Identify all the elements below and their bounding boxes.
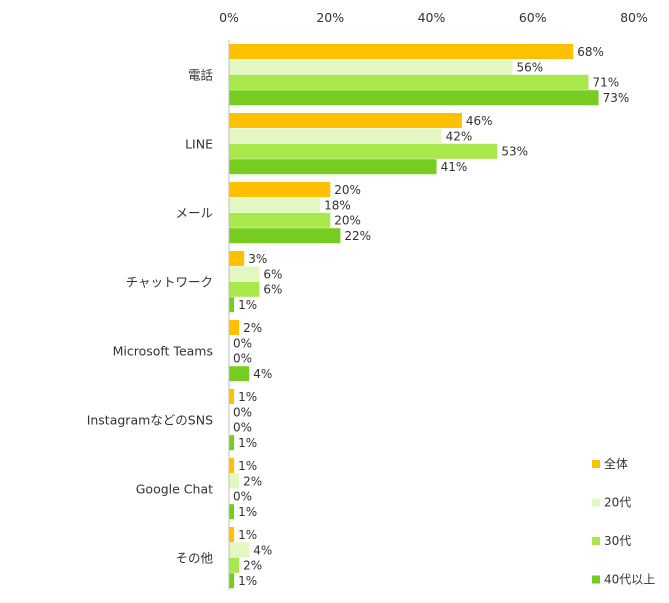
bar: [229, 473, 240, 489]
legend: 全体 20代 30代 40代以上: [592, 456, 655, 587]
bar: [229, 320, 240, 335]
bar: [229, 366, 250, 382]
bar: [229, 74, 589, 90]
data-label: 1%: [238, 390, 257, 404]
legend-label: 20代: [604, 496, 631, 510]
bar: [229, 557, 240, 573]
x-tick-label: 0%: [219, 10, 239, 25]
bar: [229, 281, 260, 297]
data-label: 4%: [253, 543, 272, 557]
bar: [229, 389, 235, 404]
bar: [229, 212, 331, 228]
category-label: LINE: [185, 136, 213, 151]
legend-swatch: [592, 537, 600, 545]
data-label: 42%: [446, 129, 473, 143]
data-label: 2%: [243, 321, 262, 335]
data-label: 3%: [248, 252, 267, 266]
data-label: 53%: [501, 145, 528, 159]
bar: [229, 527, 235, 542]
bar: [229, 251, 245, 266]
data-label: 18%: [324, 198, 351, 212]
data-label: 1%: [238, 298, 257, 312]
x-tick-label: 40%: [418, 10, 446, 25]
bar: [229, 143, 498, 159]
legend-swatch: [592, 460, 600, 468]
bar: [229, 90, 599, 106]
bar: [229, 197, 321, 213]
bar: [229, 59, 513, 75]
bar: [229, 573, 235, 589]
x-tick-label: 20%: [316, 10, 344, 25]
data-label: 6%: [263, 267, 282, 281]
data-label: 41%: [441, 160, 468, 174]
category-label: InstagramなどのSNS: [87, 412, 213, 427]
data-label: 1%: [238, 574, 257, 588]
legend-swatch: [592, 575, 600, 584]
category-label: チャットワーク: [126, 274, 213, 289]
legend-label: 40代以上: [604, 573, 655, 587]
data-label: 56%: [517, 60, 544, 74]
data-label: 20%: [334, 183, 361, 197]
data-label: 1%: [238, 528, 257, 542]
data-label: 4%: [253, 367, 272, 381]
data-label: 0%: [233, 490, 252, 504]
x-tick-label: 80%: [620, 10, 648, 25]
data-label: 68%: [577, 45, 604, 59]
data-label: 22%: [344, 229, 371, 243]
x-tick-label: 60%: [519, 10, 547, 25]
data-label: 0%: [233, 352, 252, 366]
data-label: 0%: [233, 421, 252, 435]
legend-swatch: [592, 498, 600, 507]
data-label: 0%: [233, 336, 252, 350]
data-label: 2%: [243, 559, 262, 573]
category-label: メール: [175, 205, 213, 220]
legend-label: 30代: [604, 534, 631, 548]
bar: [229, 504, 235, 520]
data-label: 46%: [466, 114, 493, 128]
data-labels: 68%56%71%73%46%42%53%41%20%18%20%22%3%6%…: [233, 45, 629, 588]
bar: [229, 542, 250, 558]
bar: [229, 44, 574, 59]
legend-label: 全体: [604, 456, 628, 471]
bar: [229, 458, 235, 473]
bars: [229, 44, 599, 589]
data-label: 2%: [243, 474, 262, 488]
category-label: 電話: [188, 67, 213, 82]
category-label: その他: [175, 550, 213, 565]
category-label: Google Chat: [136, 481, 213, 496]
data-label: 73%: [603, 91, 630, 105]
bar: [229, 435, 235, 451]
data-label: 0%: [233, 405, 252, 419]
data-label: 6%: [263, 283, 282, 297]
data-label: 71%: [592, 76, 619, 90]
data-label: 1%: [238, 436, 257, 450]
bar: [229, 159, 437, 175]
bar: [229, 128, 442, 144]
data-label: 1%: [238, 505, 257, 519]
data-label: 1%: [238, 459, 257, 473]
bar: [229, 113, 462, 128]
x-axis-ticks: 0% 20% 40% 60% 80%: [219, 10, 648, 25]
category-label: Microsoft Teams: [113, 343, 213, 358]
bar: [229, 297, 235, 313]
data-label: 20%: [334, 214, 361, 228]
bar: [229, 228, 341, 244]
bar: [229, 266, 260, 282]
bar: [229, 182, 331, 197]
